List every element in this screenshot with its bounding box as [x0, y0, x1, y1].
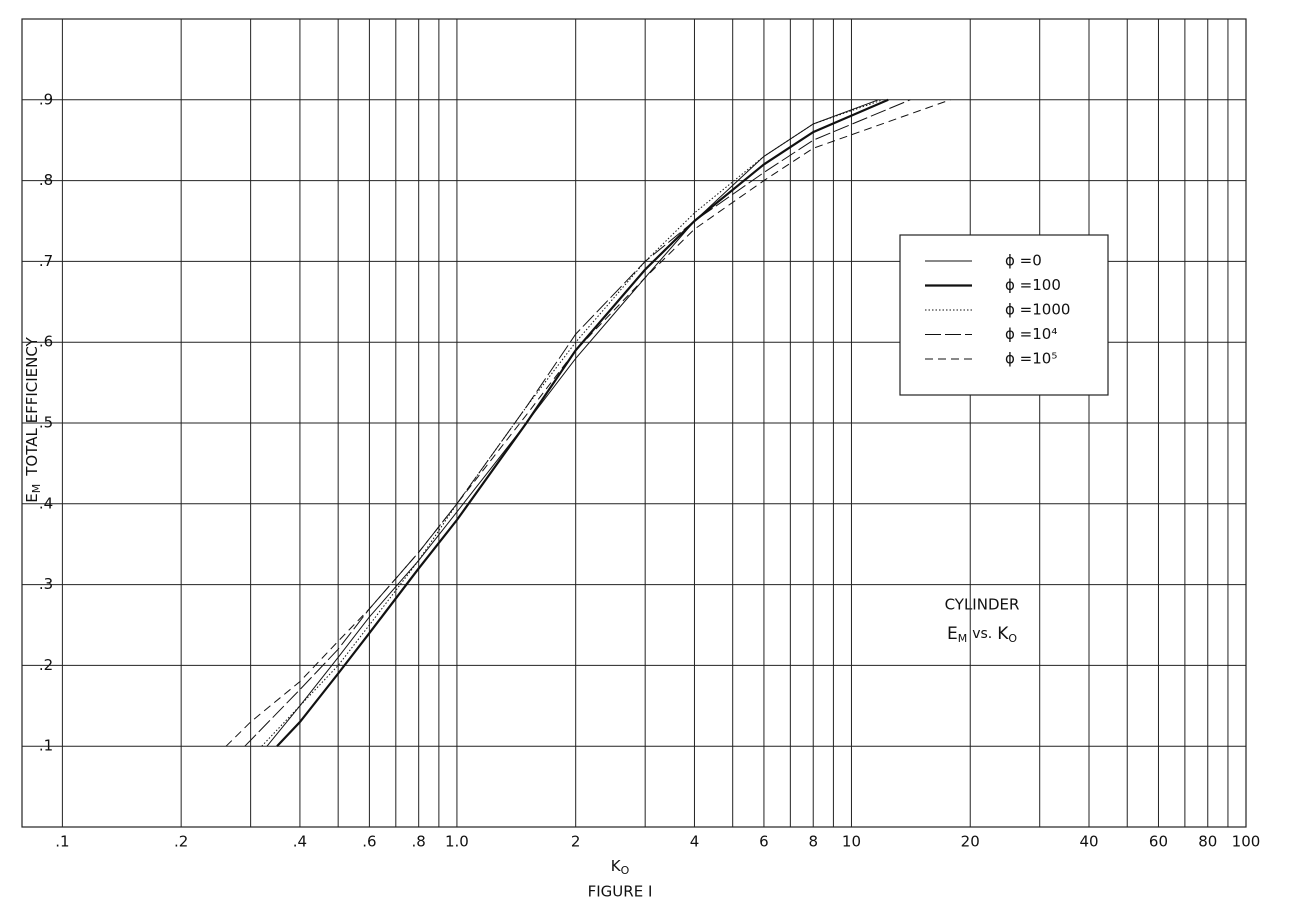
y-tick-label: .6 — [39, 333, 53, 351]
x-tick-label: 60 — [1149, 833, 1168, 851]
series-line — [276, 98, 889, 747]
x-tick-label: 10 — [842, 833, 861, 851]
x-label-sub: O — [621, 864, 630, 877]
x-tick-label: 1.0 — [445, 833, 469, 851]
y-tick-label: .4 — [39, 494, 53, 512]
y-label-text: TOTAL EFFICIENCY — [23, 336, 41, 476]
annotation-line: CYLINDER — [945, 596, 1020, 614]
annotation-sub: M — [958, 632, 968, 645]
y-tick-label: .1 — [39, 737, 53, 755]
legend-label: ϕ =0 — [1005, 252, 1042, 270]
x-tick-label: 8 — [808, 833, 818, 851]
series-line — [244, 99, 911, 747]
y-tick-label: .3 — [39, 575, 53, 593]
x-tick-label: 2 — [571, 833, 581, 851]
annotation-base: E — [947, 624, 958, 644]
y-tick-label: .7 — [39, 252, 53, 270]
x-tick-label: .1 — [55, 833, 69, 851]
x-axis-label: KO — [611, 857, 630, 878]
y-tick-label: .5 — [39, 414, 53, 432]
x-tick-label: .6 — [362, 833, 376, 851]
x-tick-label: 4 — [690, 833, 700, 851]
x-tick-label: 6 — [759, 833, 769, 851]
series-line — [225, 99, 951, 747]
legend-label: ϕ =10⁴ — [1005, 325, 1057, 343]
annotation-mid: vs. — [972, 626, 992, 642]
x-tick-label: 100 — [1232, 833, 1261, 851]
y-tick-label: .8 — [39, 171, 53, 189]
annotation-base: K — [997, 624, 1009, 644]
x-tick-label: .8 — [412, 833, 426, 851]
y-axis-label: EM TOTAL EFFICIENCY — [23, 336, 44, 502]
caption: FIGURE I — [588, 883, 653, 901]
y-label-base: E — [23, 493, 41, 502]
x-tick-label: 20 — [961, 833, 980, 851]
x-tick-label: 80 — [1198, 833, 1217, 851]
x-label-base: K — [611, 857, 622, 875]
y-tick-label: .9 — [39, 90, 53, 108]
x-tick-label: 40 — [1079, 833, 1098, 851]
y-tick-label: .2 — [39, 656, 53, 674]
x-tick-label: .2 — [174, 833, 188, 851]
legend-label: ϕ =1000 — [1005, 301, 1070, 319]
y-label-sub: M — [30, 484, 43, 494]
legend-label: ϕ =10⁵ — [1005, 350, 1057, 368]
legend-label: ϕ =100 — [1005, 276, 1061, 294]
x-tick-label: .4 — [293, 833, 307, 851]
annotation-sub: O — [1008, 632, 1017, 645]
annotation-line: EM vs. KO — [947, 624, 1017, 645]
legend-box — [899, 234, 1109, 396]
